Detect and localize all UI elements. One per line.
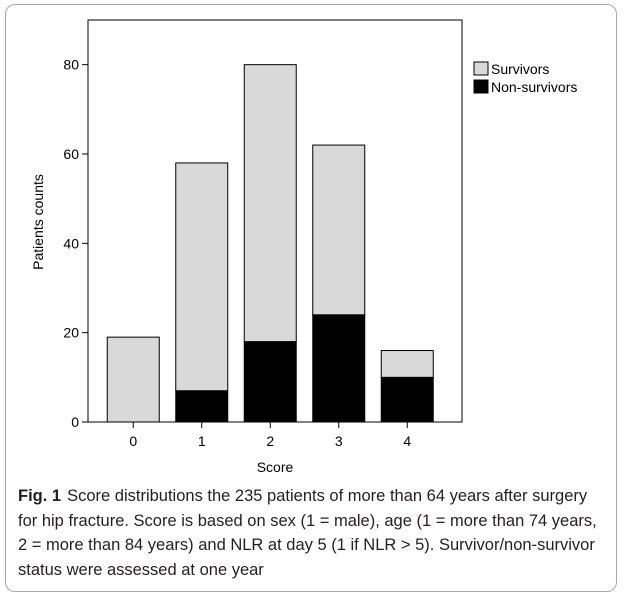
stacked-bar-chart: 0 20 40 60 80 0 1 2 3 4 Score Patients counts Sur… <box>30 19 577 475</box>
x-tick-label-3: 3 <box>335 433 343 449</box>
y-tick-label-60: 60 <box>63 146 79 162</box>
bar-survivors-2 <box>243 64 297 343</box>
legend-label-survivors: Survivors <box>491 61 549 77</box>
figure-frame <box>5 4 617 592</box>
figure-caption-text: Score distributions the 235 patients of … <box>18 487 597 579</box>
x-axis-label: Score <box>257 459 294 475</box>
bar-non-survivors-1 <box>175 390 229 423</box>
y-tick-label-40: 40 <box>63 235 79 251</box>
legend-swatch-non-survivors <box>473 79 489 94</box>
bar-survivors-4 <box>380 350 434 378</box>
x-tick-label-0: 0 <box>129 433 137 449</box>
figure-label: Fig. 1 <box>18 487 62 505</box>
bar-survivors-3 <box>312 144 366 316</box>
legend-label-non-survivors: Non-survivors <box>491 79 577 95</box>
y-axis-label: Patients counts <box>30 174 46 270</box>
bar-survivors-0 <box>106 336 160 423</box>
bar-non-survivors-2 <box>243 341 297 423</box>
bar-non-survivors-4 <box>380 376 434 423</box>
x-tick-label-2: 2 <box>266 433 274 449</box>
y-tick-label-80: 80 <box>63 57 79 73</box>
legend: Survivors Non-survivors <box>473 61 577 95</box>
y-tick-label-0: 0 <box>71 414 79 430</box>
legend-swatch-survivors <box>473 61 489 76</box>
bar-non-survivors-3 <box>312 314 366 423</box>
y-tick-label-20: 20 <box>63 325 79 341</box>
x-tick-label-4: 4 <box>403 433 411 449</box>
x-tick-label-1: 1 <box>198 433 206 449</box>
bar-survivors-1 <box>175 162 229 392</box>
figure-caption: Fig. 1 Score distributions the 235 patien… <box>18 484 610 582</box>
